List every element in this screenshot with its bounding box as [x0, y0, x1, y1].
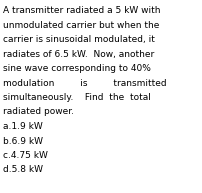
Text: simultaneously.    Find  the  total: simultaneously. Find the total	[3, 93, 150, 102]
Text: modulation         is         transmitted: modulation is transmitted	[3, 79, 166, 87]
Text: carrier is sinusoidal modulated, it: carrier is sinusoidal modulated, it	[3, 35, 154, 44]
Text: A transmitter radiated a 5 kW with: A transmitter radiated a 5 kW with	[3, 6, 160, 15]
Text: radiates of 6.5 kW.  Now, another: radiates of 6.5 kW. Now, another	[3, 49, 154, 58]
Text: c.4.75 kW: c.4.75 kW	[3, 151, 48, 160]
Text: b.6.9 kW: b.6.9 kW	[3, 136, 43, 146]
Text: d.5.8 kW: d.5.8 kW	[3, 166, 43, 174]
Text: a.1.9 kW: a.1.9 kW	[3, 122, 43, 131]
Text: unmodulated carrier but when the: unmodulated carrier but when the	[3, 20, 159, 30]
Text: sine wave corresponding to 40%: sine wave corresponding to 40%	[3, 64, 150, 73]
Text: radiated power.: radiated power.	[3, 108, 74, 117]
